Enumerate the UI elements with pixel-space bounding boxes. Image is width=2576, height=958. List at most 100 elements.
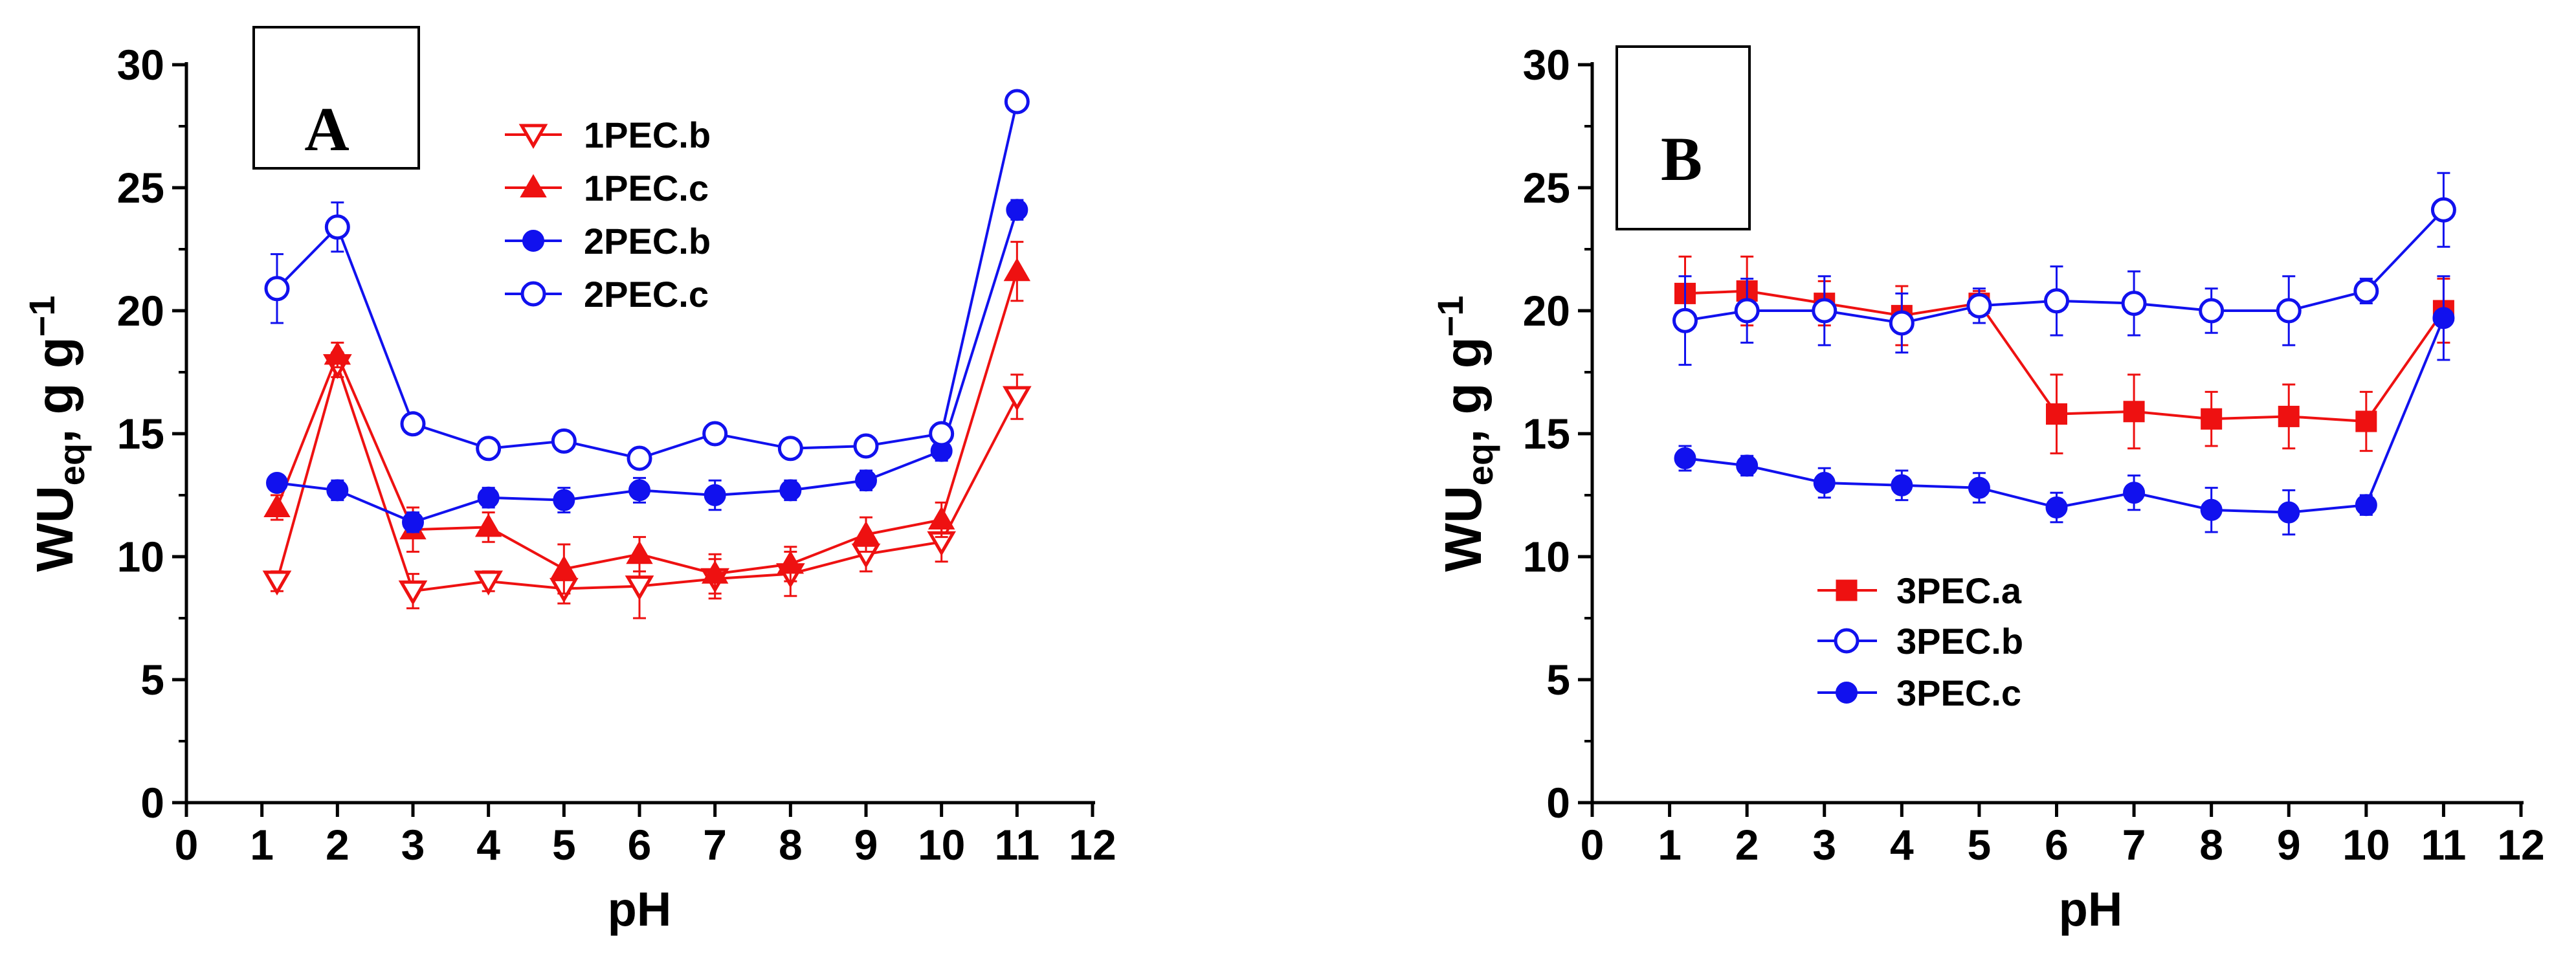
data-point xyxy=(1674,447,1696,469)
panel-b-legend-item: 3PEC.b xyxy=(1817,621,2023,662)
data-point xyxy=(853,433,879,459)
legend-marker xyxy=(1834,628,1860,654)
data-point xyxy=(1006,199,1028,221)
panel-b-x-tick-label: 7 xyxy=(2122,821,2146,869)
data-point xyxy=(2044,288,2069,314)
panel-b-label-box xyxy=(1616,45,1751,230)
data-point xyxy=(398,580,428,606)
panel-b-x-tick-label: 12 xyxy=(2497,821,2544,869)
data-point xyxy=(1889,310,1915,336)
data-point xyxy=(2199,298,2225,324)
data-point xyxy=(2430,197,2456,223)
panel-a-x-tick-label: 2 xyxy=(326,821,350,869)
panel-a-x-tick-label: 6 xyxy=(628,821,652,869)
data-point xyxy=(2200,498,2223,521)
data-point xyxy=(1736,454,1759,477)
data-point xyxy=(1966,293,1992,318)
data-point xyxy=(704,484,726,506)
data-point xyxy=(2278,501,2300,524)
panel-a-legend-item: 2PEC.b xyxy=(505,221,711,262)
data-point xyxy=(855,469,877,492)
legend-marker xyxy=(1836,682,1858,704)
panel-b-x-tick-label: 0 xyxy=(1581,821,1604,869)
panel-a-label-box xyxy=(252,26,420,170)
data-point xyxy=(551,428,577,454)
panel-a-x-tick-label: 0 xyxy=(175,821,199,869)
data-point xyxy=(2276,298,2302,324)
data-point xyxy=(553,489,575,511)
panel-a-x-axis-title: pH xyxy=(608,882,672,936)
panel-a-y-tick-label: 20 xyxy=(117,287,164,335)
panel-b-y-tick-label: 5 xyxy=(1546,656,1570,704)
panel-a-x-tick-label: 4 xyxy=(476,821,500,869)
panel-a-x-tick-label: 3 xyxy=(401,821,425,869)
panel-a-y-tick-label: 10 xyxy=(117,533,164,581)
legend-label: 1PEC.c xyxy=(584,168,709,208)
data-point xyxy=(2045,496,2068,518)
panel-a-y-axis-title: WUeq, g g−1 xyxy=(21,296,92,572)
panel-a-x-tick-label: 1 xyxy=(250,821,274,869)
panel-a-legend-item: 1PEC.b xyxy=(505,115,711,155)
panel-a-x-tick-label: 9 xyxy=(854,821,878,869)
data-point xyxy=(263,493,291,517)
data-point xyxy=(627,445,652,471)
data-point xyxy=(474,513,502,537)
data-point xyxy=(1891,474,1913,496)
data-point xyxy=(402,511,424,533)
data-point xyxy=(2201,408,2223,430)
data-point xyxy=(625,575,654,601)
panel-b-y-tick-label: 20 xyxy=(1523,287,1570,335)
panel-b-x-tick-label: 6 xyxy=(2045,821,2069,869)
data-point xyxy=(2121,291,2147,317)
data-point xyxy=(2278,405,2300,427)
panel-b-series-3pec-c xyxy=(1674,275,2455,536)
legend-label: 2PEC.b xyxy=(584,221,711,262)
panel-b-y-tick-label: 10 xyxy=(1523,533,1570,581)
panel-a-y-tick-label: 5 xyxy=(140,656,164,704)
data-point xyxy=(266,472,288,494)
data-point xyxy=(1968,476,1990,499)
panel-b-x-tick-label: 9 xyxy=(2277,821,2301,869)
data-point xyxy=(2046,403,2067,425)
legend-marker xyxy=(1836,579,1858,601)
data-point xyxy=(326,479,349,502)
panel-b-legend-item: 3PEC.c xyxy=(1817,673,2021,713)
data-point xyxy=(1734,298,1760,324)
legend-marker xyxy=(522,230,544,252)
legend-marker xyxy=(520,173,547,197)
panel-b-x-tick-label: 8 xyxy=(2199,821,2223,869)
panel-a-x-tick-label: 11 xyxy=(994,821,1039,869)
data-point xyxy=(628,479,650,502)
panel-a-x-tick-label: 5 xyxy=(552,821,576,869)
legend-marker xyxy=(520,281,546,307)
panel-b-legend-item: 3PEC.a xyxy=(1817,570,2022,611)
legend-label: 2PEC.c xyxy=(584,274,709,315)
data-point xyxy=(1812,298,1838,324)
data-point xyxy=(1004,89,1030,115)
panel-b-y-tick-label: 15 xyxy=(1523,410,1570,458)
panel-b-x-tick-label: 4 xyxy=(1890,821,1914,869)
data-point xyxy=(777,550,805,574)
panel-a-y-tick-label: 30 xyxy=(117,41,164,89)
data-point xyxy=(702,421,728,447)
data-point xyxy=(2353,278,2379,304)
data-point xyxy=(779,479,802,502)
data-point xyxy=(550,555,578,579)
panel-a-legend-item: 2PEC.c xyxy=(505,274,709,315)
data-point xyxy=(477,486,500,509)
panel-a-series-2pec-c xyxy=(264,89,1030,471)
data-point xyxy=(2123,401,2145,423)
panel-b-series-3pec-b xyxy=(1672,172,2456,366)
panel-a-legend-item: 1PEC.c xyxy=(505,168,709,208)
data-point xyxy=(929,421,955,447)
legend-marker xyxy=(518,124,548,149)
data-point xyxy=(777,436,803,462)
data-point xyxy=(264,276,290,302)
panel-b-x-tick-label: 2 xyxy=(1735,821,1759,869)
data-point xyxy=(474,570,504,596)
panel-a-y-tick-label: 0 xyxy=(140,779,164,827)
panel-a-series-2pec-b xyxy=(266,199,1028,533)
data-point xyxy=(2432,307,2455,329)
